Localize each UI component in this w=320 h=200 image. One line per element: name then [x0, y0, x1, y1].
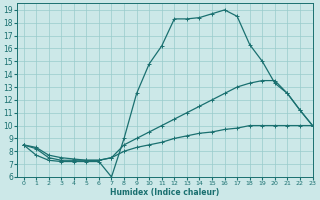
X-axis label: Humidex (Indice chaleur): Humidex (Indice chaleur): [110, 188, 220, 197]
